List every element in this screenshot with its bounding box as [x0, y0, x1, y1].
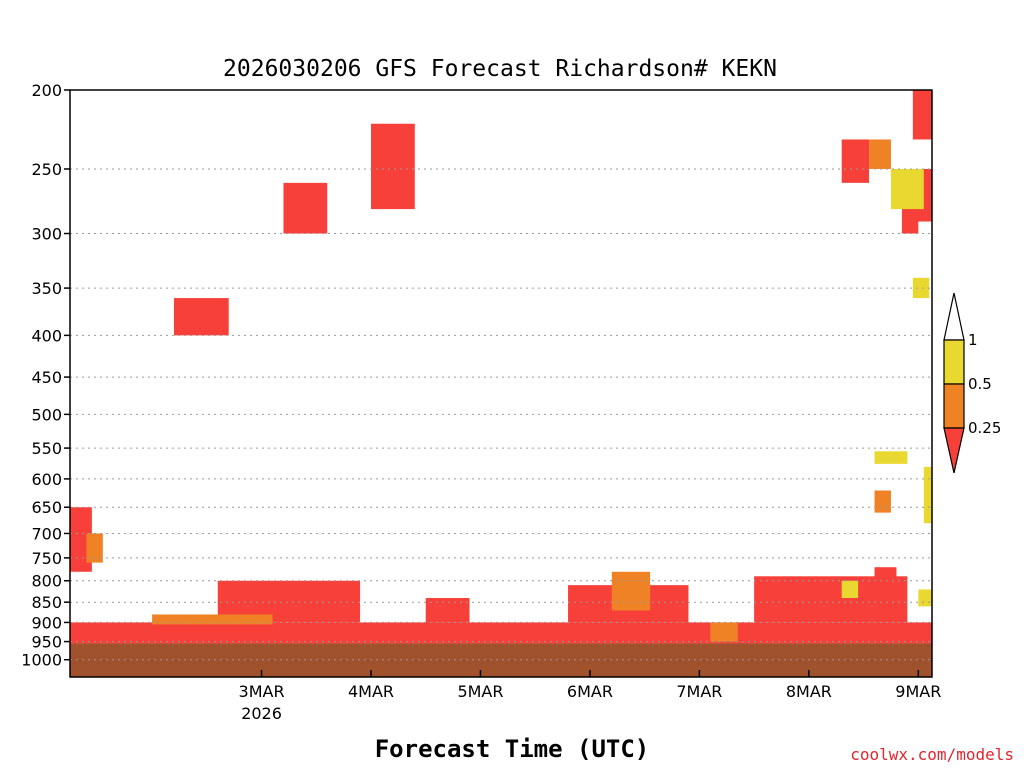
colorbar-bin-white [943, 292, 965, 341]
y-tick-label-700: 700 [31, 524, 62, 543]
colorbar-bin-red [943, 427, 965, 474]
y-tick-label-800: 800 [31, 572, 62, 591]
y-tick-label-200: 200 [31, 81, 62, 100]
x-tick-label-9MAR: 9MAR [895, 682, 941, 701]
heatmap-cell-yellow [841, 580, 859, 599]
y-tick-label-750: 750 [31, 549, 62, 568]
colorbar-label-1: 0.5 [968, 375, 992, 393]
colorbar-legend: 1 0.5 0.25 [943, 292, 1001, 474]
y-tick-label-600: 600 [31, 470, 62, 489]
heatmap-cell-orange [869, 139, 891, 169]
heatmap-cells [70, 90, 932, 644]
x-tick-label-4MAR: 4MAR [348, 682, 394, 701]
heatmap-cell-orange [152, 614, 273, 625]
y-tick-label-350: 350 [31, 279, 62, 298]
y-tick-label-950: 950 [31, 633, 62, 652]
x-tick-label-6MAR: 6MAR [567, 682, 613, 701]
x-axis: 3MAR 2026 4MAR 5MAR 6MAR 7MAR 8MAR 9MAR [239, 670, 941, 723]
heatmap-cell-orange [874, 490, 891, 513]
y-tick-label-650: 650 [31, 498, 62, 517]
y-tick-label-1000: 1000 [21, 651, 62, 670]
x-tick-label-8MAR: 8MAR [786, 682, 832, 701]
y-tick-label-900: 900 [31, 613, 62, 632]
heatmap-cell-red [371, 123, 415, 210]
heatmap-cell-red [173, 298, 229, 336]
heatmap-cell-yellow [890, 168, 924, 210]
heatmap-cell-red [912, 90, 932, 140]
heatmap-cell-yellow [874, 451, 908, 464]
y-tick-label-300: 300 [31, 225, 62, 244]
y-tick-label-500: 500 [31, 405, 62, 424]
x-tick-label-7MAR: 7MAR [676, 682, 722, 701]
credit-text: coolwx.com/models [850, 745, 1014, 764]
heatmap-cell-orange [710, 622, 738, 642]
x-tick-label-3MAR: 3MAR [239, 682, 285, 701]
heatmap-cell-yellow [918, 589, 932, 607]
y-tick-label-450: 450 [31, 368, 62, 387]
y-tick-label-850: 850 [31, 593, 62, 612]
heatmap-cell-red [841, 139, 870, 183]
x-tick-label-5MAR: 5MAR [457, 682, 503, 701]
colorbar-label-2: 0.25 [968, 419, 1001, 437]
x-axis-label: Forecast Time (UTC) [375, 735, 650, 763]
terrain-fill [70, 643, 932, 677]
colorbar-bin-orange [943, 383, 965, 429]
heatmap-cell-red [874, 567, 897, 581]
heatmap-cell-red [70, 622, 932, 644]
colorbar-bin-yellow [943, 339, 965, 385]
y-axis: 200 250 300 350 400 450 500 550 600 650 700 750 800 8… [21, 81, 70, 670]
heatmap-cell-orange [611, 571, 651, 611]
heatmap-cell-yellow [912, 277, 930, 299]
y-tick-label-400: 400 [31, 326, 62, 345]
colorbar-label-0: 1 [968, 331, 978, 349]
heatmap-cell-red [283, 182, 328, 234]
x-tick-sublabel: 2026 [241, 704, 282, 723]
y-tick-label-550: 550 [31, 439, 62, 458]
plot-frame [69, 89, 933, 678]
heatmap-cell-red [754, 576, 908, 623]
y-tick-label-250: 250 [31, 160, 62, 179]
chart-title: 2026030206 GFS Forecast Richardson# KEKN [223, 56, 777, 82]
heatmap-cell-orange [86, 533, 103, 563]
heatmap-cell-yellow [923, 466, 932, 524]
heatmap-cell-red [425, 598, 470, 623]
